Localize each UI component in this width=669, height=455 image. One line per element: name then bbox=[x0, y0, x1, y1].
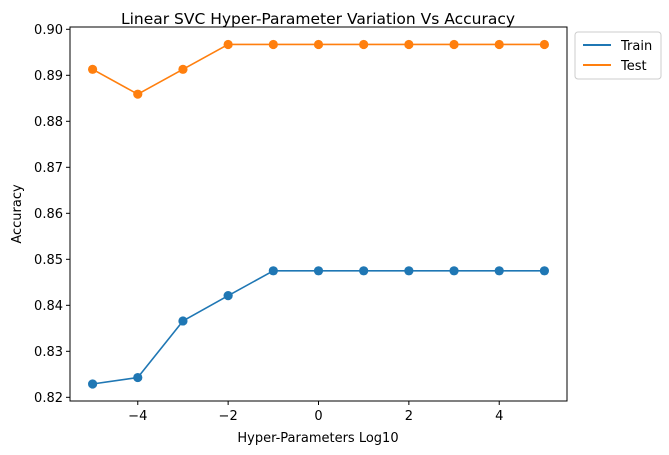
data-point-train bbox=[449, 266, 459, 276]
y-tick-label: 0.90 bbox=[34, 23, 63, 38]
data-point-train bbox=[359, 266, 369, 276]
data-point-train bbox=[87, 379, 98, 389]
data-point-test bbox=[494, 39, 504, 50]
data-point-test bbox=[539, 39, 550, 50]
x-tick-label: −2 bbox=[219, 409, 238, 424]
y-tick-label: 0.89 bbox=[34, 69, 63, 84]
data-point-train bbox=[223, 291, 233, 301]
y-tick-label: 0.82 bbox=[34, 391, 63, 406]
data-point-test bbox=[178, 64, 188, 74]
chart-title: Linear SVC Hyper-Parameter Variation Vs … bbox=[121, 10, 515, 28]
data-point-train bbox=[178, 316, 188, 326]
plot-area: −4 −2 0 2 4 0.82 0.83 0.84 0.85 0.86 0.87 0.88 0.89… bbox=[34, 23, 568, 424]
y-axis-title: Accuracy bbox=[10, 184, 25, 244]
data-point-test bbox=[133, 89, 143, 99]
data-point-train bbox=[313, 266, 324, 276]
data-point-test bbox=[223, 39, 233, 50]
legend: Train Test bbox=[574, 31, 662, 80]
y-tick-label: 0.85 bbox=[34, 253, 63, 268]
data-point-train bbox=[133, 372, 143, 383]
legend-label-train: Train bbox=[620, 39, 652, 54]
y-tick-label: 0.88 bbox=[34, 115, 63, 130]
x-tick-label: −4 bbox=[128, 409, 147, 424]
data-point-test bbox=[87, 64, 98, 74]
data-point-test bbox=[313, 39, 324, 50]
x-tick-label: 2 bbox=[405, 409, 413, 424]
x-axis: −4 −2 0 2 4 bbox=[128, 401, 503, 424]
series-line-test bbox=[92, 43, 545, 95]
x-axis-title: Hyper-Parameters Log10 bbox=[237, 431, 398, 446]
x-tick-label: 4 bbox=[495, 409, 503, 424]
data-point-test bbox=[359, 39, 369, 50]
data-point-test bbox=[404, 39, 414, 50]
data-point-train bbox=[539, 266, 550, 276]
y-tick-label: 0.87 bbox=[34, 161, 63, 176]
data-point-test bbox=[268, 39, 278, 50]
series-line-train bbox=[92, 270, 545, 385]
y-tick-label: 0.84 bbox=[34, 299, 63, 314]
legend-frame bbox=[574, 31, 662, 80]
series-layer bbox=[87, 39, 550, 389]
data-point-train bbox=[268, 266, 278, 276]
data-point-train bbox=[494, 266, 504, 276]
data-point-train bbox=[404, 266, 414, 276]
x-tick-label: 0 bbox=[314, 409, 322, 424]
legend-label-test: Test bbox=[620, 59, 647, 74]
y-axis: 0.82 0.83 0.84 0.85 0.86 0.87 0.88 0.89 0.90 bbox=[34, 23, 70, 406]
plot-frame bbox=[69, 26, 568, 402]
data-point-test bbox=[449, 39, 459, 50]
y-tick-label: 0.83 bbox=[34, 345, 63, 360]
y-tick-label: 0.86 bbox=[34, 207, 63, 222]
